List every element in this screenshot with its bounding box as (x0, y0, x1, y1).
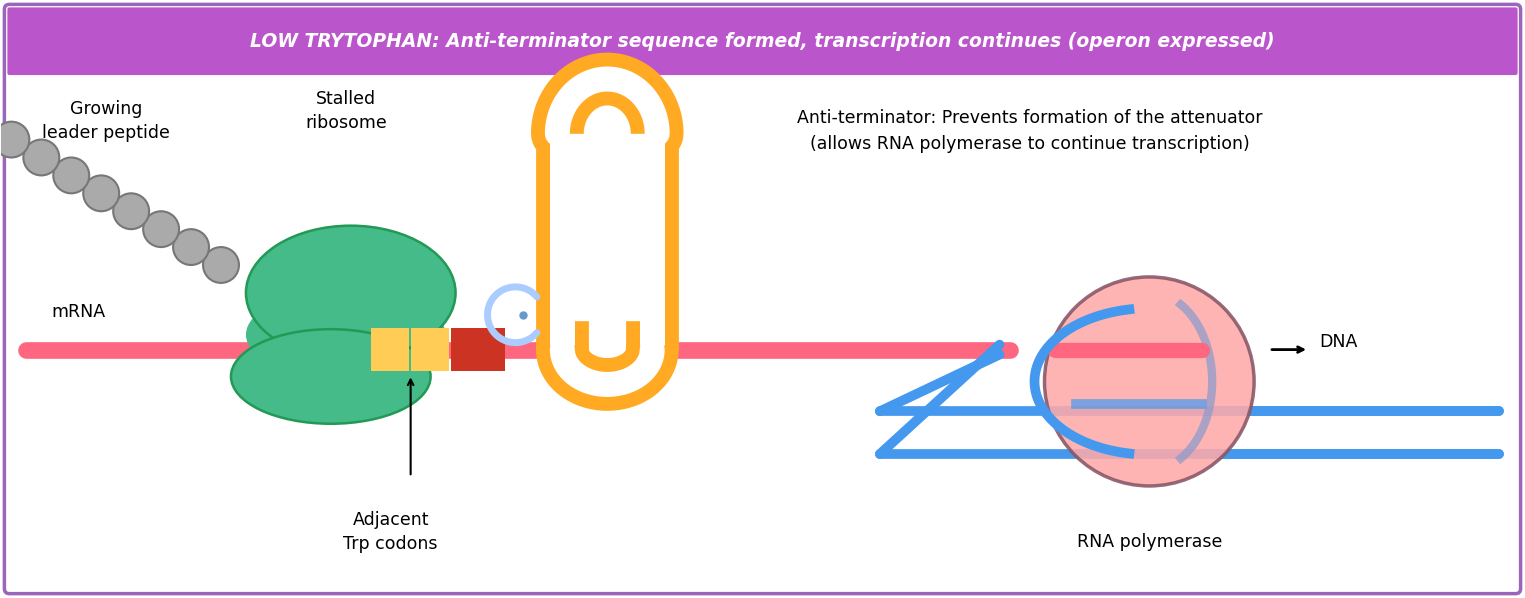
Circle shape (143, 211, 178, 247)
Text: Adjacent
Trp codons: Adjacent Trp codons (343, 511, 438, 553)
Text: Stalled
ribosome: Stalled ribosome (305, 90, 387, 132)
FancyBboxPatch shape (5, 4, 1520, 594)
FancyBboxPatch shape (410, 328, 448, 371)
Text: LOW TRYTOPHAN: Anti-terminator sequence formed, transcription continues (operon : LOW TRYTOPHAN: Anti-terminator sequence … (250, 32, 1275, 51)
Circle shape (23, 139, 59, 175)
Ellipse shape (230, 329, 430, 424)
Circle shape (172, 229, 209, 265)
Text: Growing
leader peptide: Growing leader peptide (43, 100, 171, 142)
Ellipse shape (246, 225, 456, 360)
Circle shape (84, 175, 119, 211)
Text: DNA: DNA (1319, 332, 1357, 350)
Circle shape (203, 247, 239, 283)
Circle shape (1045, 277, 1254, 486)
FancyBboxPatch shape (371, 328, 409, 371)
Ellipse shape (246, 290, 445, 380)
Text: mRNA: mRNA (52, 303, 105, 321)
Circle shape (113, 193, 149, 229)
FancyBboxPatch shape (8, 7, 1517, 75)
FancyBboxPatch shape (450, 328, 505, 371)
Circle shape (0, 121, 29, 157)
Text: RNA polymerase: RNA polymerase (1077, 533, 1222, 551)
Text: Anti-terminator: Prevents formation of the attenuator
(allows RNA polymerase to : Anti-terminator: Prevents formation of t… (796, 109, 1263, 153)
Circle shape (53, 157, 90, 193)
